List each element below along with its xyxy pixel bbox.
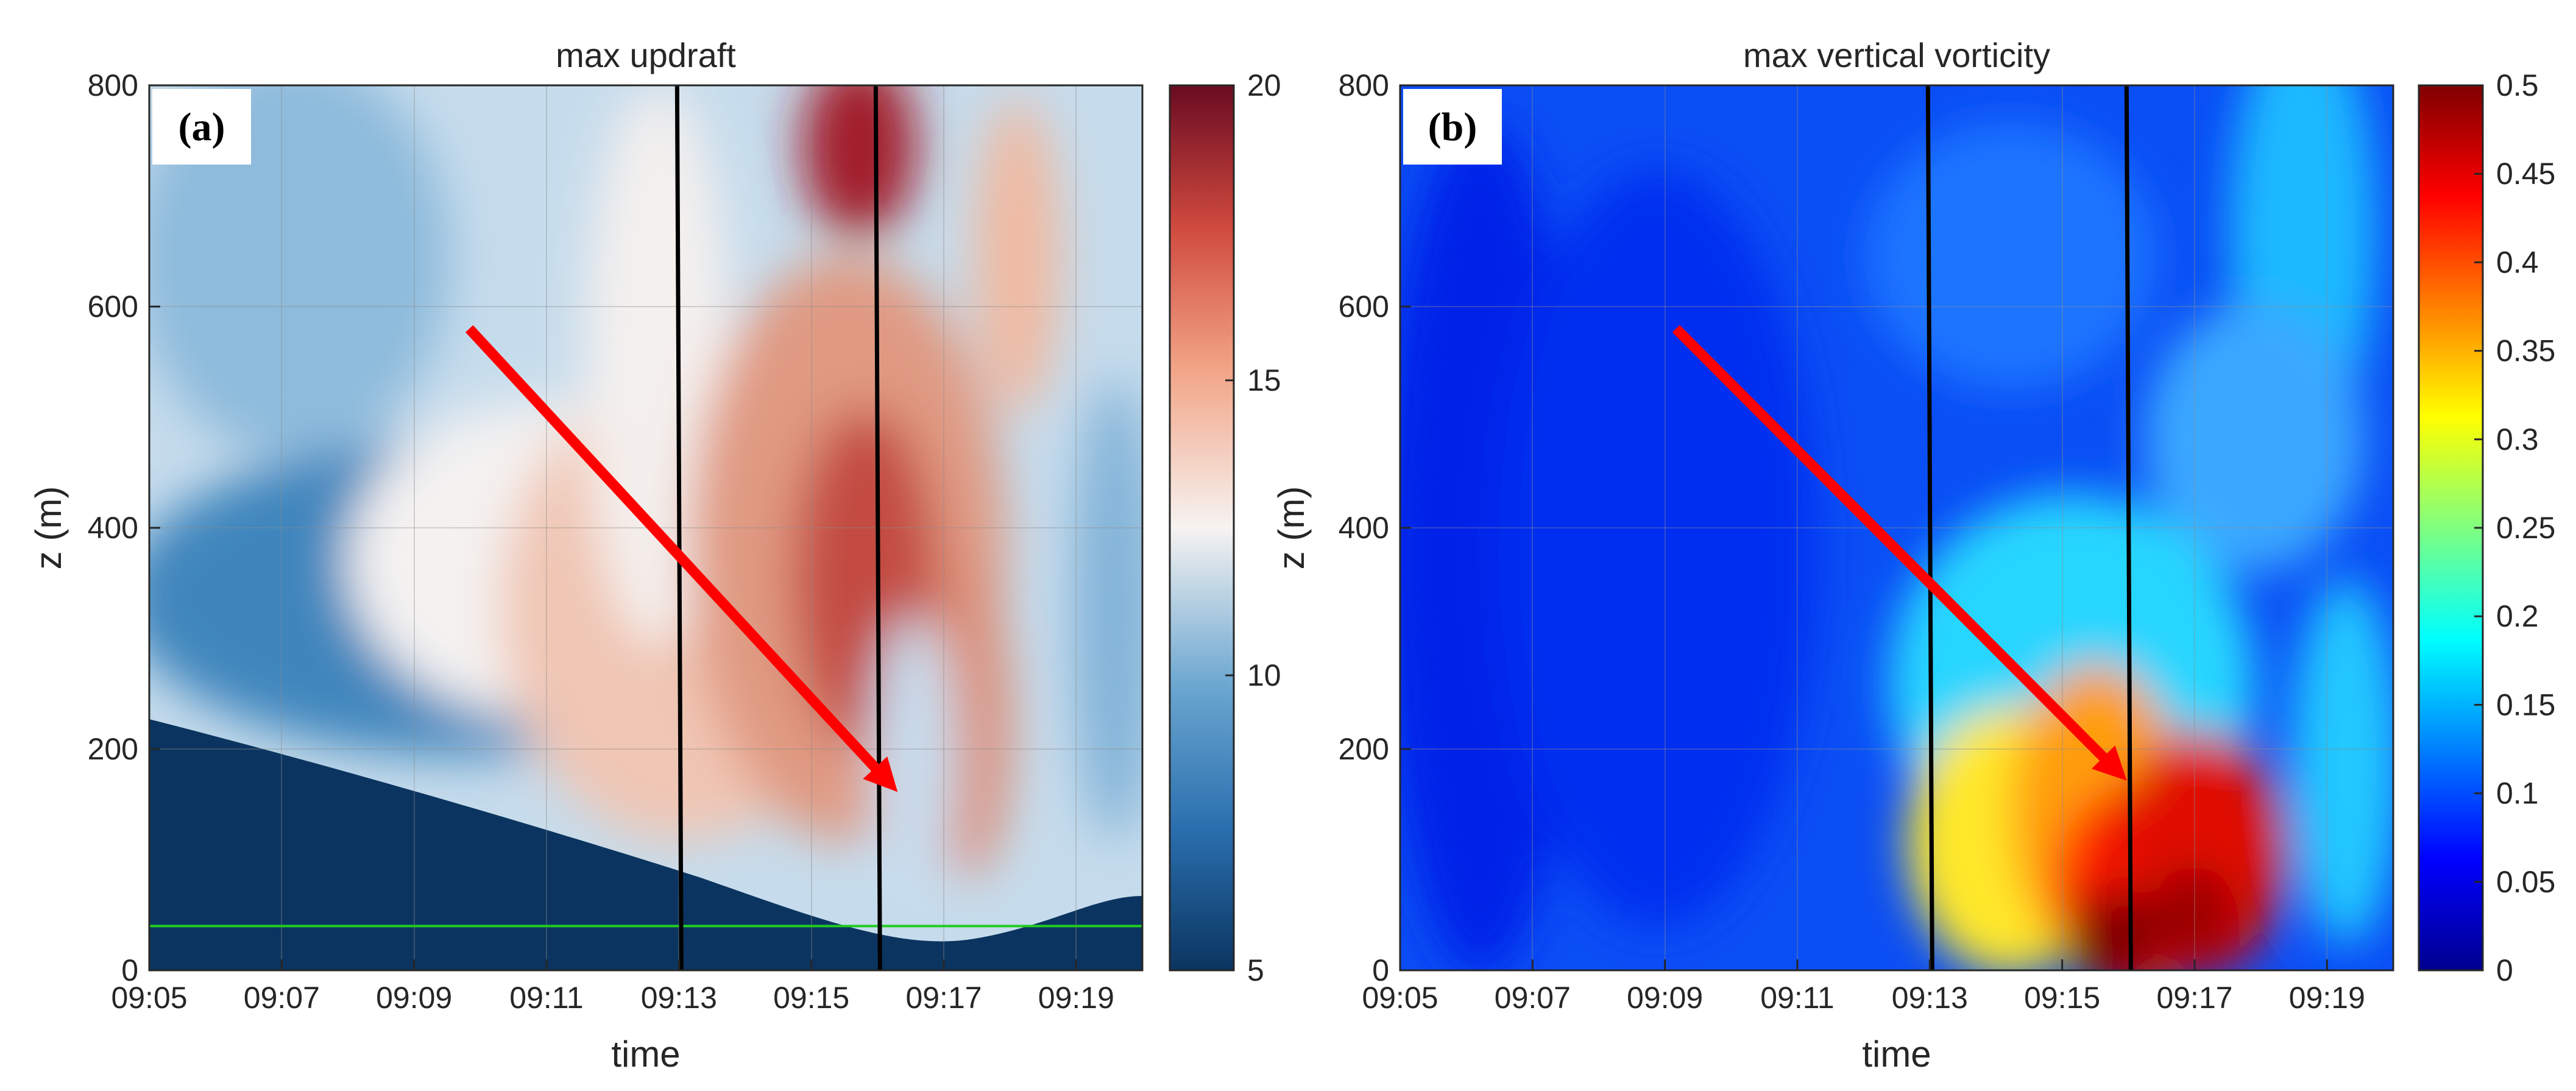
- panel-b-y-ticks: 0 200 400 600 800: [1339, 68, 1411, 987]
- panel-a-x-ticks: 09:05 09:07 09:09 09:11 09:13 09:15 09:17 09:19: [111, 959, 1114, 1015]
- colorbar-tick-label: 0.45: [2496, 157, 2555, 191]
- panel-b-heatmap: [1400, 85, 2393, 970]
- x-tick-label: 09:09: [1627, 981, 1703, 1015]
- panel-b-vertical-line-2: [2124, 85, 2133, 970]
- x-tick-label: 09:17: [2156, 981, 2232, 1015]
- x-tick-label: 09:11: [1760, 981, 1834, 1015]
- panel-b-label-box: [1403, 89, 1502, 165]
- panel-b-label: (b): [1428, 105, 1477, 149]
- x-tick-label: 09:09: [376, 981, 452, 1015]
- y-tick-label: 200: [1339, 732, 1389, 766]
- colorbar-tick-label: 0.25: [2496, 511, 2555, 545]
- panel-a-max-updraft: 09:05 09:07 09:09 09:11 09:13 09:15 09:17 09:19…: [28, 36, 1281, 1075]
- panel-a-arrow: [465, 325, 898, 792]
- panel-a-vertical-line-1: [674, 85, 684, 970]
- panel-b-x-ticks: 09:05 09:07 09:09 09:11 09:13 09:15 09:17 09:19: [1362, 959, 2365, 1015]
- panel-b-vertical-line-1: [1925, 85, 1934, 970]
- x-tick-label: 09:07: [244, 981, 320, 1015]
- x-tick-label: 09:15: [2024, 981, 2100, 1015]
- y-tick-label: 800: [1339, 68, 1389, 102]
- colorbar-tick-label: 0.3: [2496, 422, 2539, 457]
- panel-b-max-vertical-vorticity: 09:05 09:07 09:09 09:11 09:13 09:15 09:17 09:19…: [1271, 36, 2555, 1075]
- panel-a-title: max updraft: [556, 36, 736, 74]
- colorbar-tick-label: 0.5: [2496, 68, 2539, 102]
- y-tick-label: 800: [88, 68, 138, 102]
- y-tick-label: 0: [121, 953, 138, 987]
- panel-b-x-axis-label: time: [1862, 1034, 1931, 1075]
- colorbar-tick-label: 5: [1247, 953, 1264, 987]
- colorbar-tick-label: 0: [2496, 953, 2513, 987]
- colorbar-tick-label: 0.05: [2496, 865, 2555, 899]
- panel-a-x-axis-label: time: [611, 1034, 680, 1075]
- y-tick-label: 200: [88, 732, 138, 766]
- panel-a-heatmap: [149, 85, 1142, 970]
- panel-a-low-region: [149, 719, 1142, 970]
- y-tick-label: 600: [1339, 290, 1389, 324]
- colorbar-tick-label: 0.15: [2496, 688, 2555, 722]
- panel-b-colorbar-ticks: 0 0.05 0.1 0.15 0.2 0.25 0.3 0.35 0.4 0.45 0.5: [2474, 68, 2555, 987]
- colorbar-tick-label: 10: [1247, 658, 1281, 692]
- x-tick-label: 09:15: [773, 981, 849, 1015]
- x-tick-label: 09:07: [1495, 981, 1571, 1015]
- panel-a-label-box: [152, 89, 251, 165]
- panel-a-colorbar: [1169, 84, 1235, 972]
- colorbar-tick-label: 0.4: [2496, 245, 2539, 279]
- panel-b-grid: [1400, 85, 2393, 970]
- panel-a-colorbar-ticks: 5 10 15 20: [1225, 68, 1281, 987]
- y-tick-label: 400: [1339, 511, 1389, 545]
- panel-b-y-axis-label: z (m): [1271, 486, 1312, 570]
- x-tick-label: 09:13: [641, 981, 717, 1015]
- x-tick-label: 09:17: [905, 981, 982, 1015]
- x-tick-label: 09:05: [111, 981, 187, 1015]
- colorbar-tick-label: 0.35: [2496, 334, 2555, 368]
- x-tick-label: 09:05: [1362, 981, 1438, 1015]
- panel-a-y-axis-label: z (m): [28, 486, 69, 570]
- panel-b-colorbar: [2418, 84, 2484, 972]
- panel-a-label: (a): [179, 105, 225, 149]
- colorbar-tick-label: 0.1: [2496, 776, 2539, 811]
- panel-b-title: max vertical vorticity: [1743, 36, 2050, 74]
- x-tick-label: 09:19: [2289, 981, 2365, 1015]
- x-tick-label: 09:13: [1892, 981, 1968, 1015]
- x-tick-label: 09:11: [509, 981, 583, 1015]
- y-tick-label: 0: [1372, 953, 1389, 987]
- colorbar-tick-label: 0.2: [2496, 599, 2539, 633]
- panel-a-y-ticks: 0 200 400 600 800: [88, 68, 160, 987]
- panel-b-arrow: [1672, 325, 2127, 781]
- y-tick-label: 400: [88, 511, 138, 545]
- colorbar-tick-label: 20: [1247, 68, 1281, 102]
- panel-a-vertical-line-2: [873, 85, 882, 970]
- colorbar-tick-label: 15: [1247, 363, 1281, 397]
- x-tick-label: 09:19: [1038, 981, 1114, 1015]
- y-tick-label: 600: [88, 290, 138, 324]
